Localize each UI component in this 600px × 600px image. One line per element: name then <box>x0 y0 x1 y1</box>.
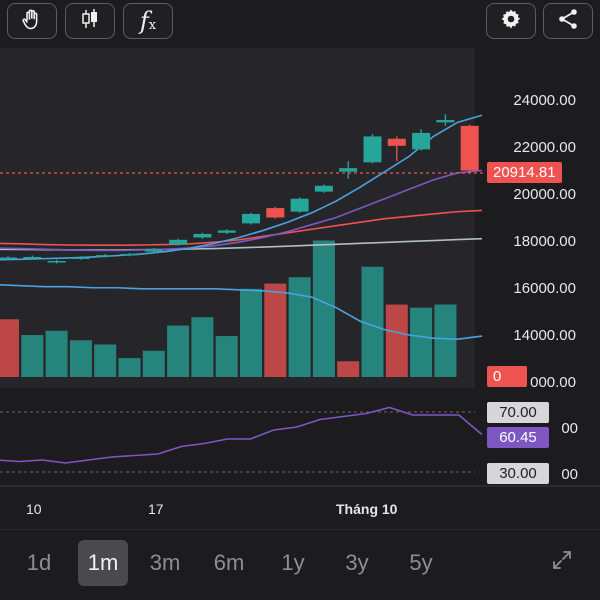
x-tick: Tháng 10 <box>336 501 398 517</box>
candle-body <box>120 253 139 256</box>
ma-line-purple <box>0 169 483 252</box>
candle-body <box>412 132 431 150</box>
candle-body <box>339 168 358 172</box>
candle-body <box>193 233 212 238</box>
volume-bar <box>264 283 287 377</box>
volume-bar <box>337 361 360 377</box>
price-tick: 14000.00 <box>513 327 576 344</box>
price-tick: 24000.00 <box>513 92 576 109</box>
share-button[interactable] <box>543 3 593 39</box>
volume-bar <box>312 240 335 377</box>
volume-bar <box>434 304 457 377</box>
settings-button[interactable] <box>486 3 536 39</box>
price-tick: 18000.00 <box>513 233 576 250</box>
price-tick: 22000.00 <box>513 139 576 156</box>
volume-bar <box>94 344 117 377</box>
volume-bar <box>142 350 165 377</box>
candle-body <box>217 230 236 233</box>
expand-icon <box>550 548 574 578</box>
volume-tag: 0 <box>487 366 527 387</box>
candle-body <box>436 119 455 123</box>
candle-body <box>47 260 66 263</box>
volume-bar <box>215 336 238 377</box>
ma-line-red <box>0 209 483 247</box>
volume-bar <box>0 319 19 377</box>
gear-icon <box>499 7 523 36</box>
candle-body <box>363 136 382 163</box>
volume-ma-line <box>0 283 483 341</box>
candle-body <box>96 255 115 257</box>
timeframe-1d[interactable]: 1d <box>26 550 52 575</box>
candlestick-button[interactable] <box>65 3 115 39</box>
indicator-button[interactable]: fx <box>123 3 173 39</box>
x-tick: 10 <box>26 501 42 517</box>
candle-body <box>266 208 285 218</box>
candle-body <box>242 213 260 224</box>
volume-bar <box>167 325 190 377</box>
price-tick: 20000.00 <box>513 186 576 203</box>
rsi-axis-tick: 00 <box>561 420 578 437</box>
candle-body <box>23 256 42 259</box>
timeframe-1m[interactable]: 1m <box>78 540 128 586</box>
timeframe-3y[interactable]: 3y <box>345 550 369 575</box>
volume-bar <box>240 288 262 377</box>
price-tick: 000.00 <box>530 374 576 391</box>
candle-body <box>314 185 333 192</box>
function-icon: fx <box>139 7 157 35</box>
fullscreen-button[interactable] <box>540 540 584 586</box>
volume-bar <box>69 340 92 377</box>
timeframe-1y[interactable]: 1y <box>281 550 305 575</box>
volume-bar <box>45 330 68 377</box>
volume-bar <box>361 266 384 377</box>
candle-body <box>290 198 309 212</box>
volume-bar <box>21 335 44 377</box>
timeframe-3m[interactable]: 3m <box>149 550 181 575</box>
candle-body <box>144 249 163 252</box>
x-tick: 17 <box>148 501 164 517</box>
rsi-upper-tag: 70.00 <box>487 402 549 423</box>
candlestick-icon <box>79 7 101 36</box>
candle-body <box>387 138 406 146</box>
timeframe-6m[interactable]: 6m <box>213 550 245 575</box>
timeframe-5y[interactable]: 5y <box>409 550 433 575</box>
rsi-value-tag: 60.45 <box>487 427 549 448</box>
candle-body <box>71 257 90 259</box>
share-icon <box>556 7 580 36</box>
rsi-line <box>0 406 483 464</box>
rsi-lower-tag: 30.00 <box>487 463 549 484</box>
volume-bar <box>191 317 214 377</box>
candle-body <box>460 125 479 171</box>
hand-tool-button[interactable] <box>7 3 57 39</box>
current-price-tag: 20914.81 <box>487 162 562 183</box>
volume-bar <box>118 358 141 377</box>
price-chart[interactable] <box>0 0 600 530</box>
hand-icon <box>20 7 44 36</box>
volume-bar <box>385 304 408 377</box>
candle-body <box>169 239 188 245</box>
price-tick: 16000.00 <box>513 280 576 297</box>
candle-body <box>0 257 17 259</box>
volume-bar <box>288 277 311 377</box>
rsi-axis-tick: 00 <box>561 466 578 483</box>
volume-bar <box>410 307 433 377</box>
